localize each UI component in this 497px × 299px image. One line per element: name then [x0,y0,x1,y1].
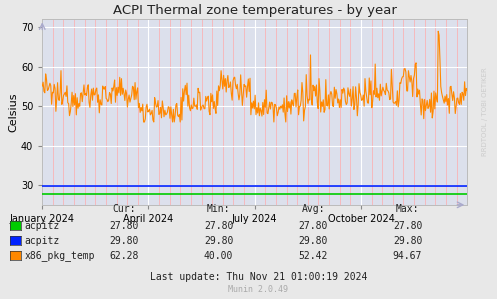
Text: 27.80: 27.80 [298,221,328,231]
Y-axis label: Celsius: Celsius [8,92,18,132]
Text: 27.80: 27.80 [109,221,139,231]
Text: acpitz: acpitz [25,236,60,246]
Text: 29.80: 29.80 [393,236,422,246]
Text: Last update: Thu Nov 21 01:00:19 2024: Last update: Thu Nov 21 01:00:19 2024 [150,271,367,282]
Text: x86_pkg_temp: x86_pkg_temp [25,250,95,261]
Text: 29.80: 29.80 [298,236,328,246]
Text: 40.00: 40.00 [204,251,234,261]
Text: Min:: Min: [207,204,231,214]
Text: 29.80: 29.80 [204,236,234,246]
Title: ACPI Thermal zone temperatures - by year: ACPI Thermal zone temperatures - by year [113,4,397,17]
Text: acpitz: acpitz [25,221,60,231]
Text: 27.80: 27.80 [393,221,422,231]
Text: 27.80: 27.80 [204,221,234,231]
Text: Max:: Max: [396,204,419,214]
Text: Munin 2.0.49: Munin 2.0.49 [229,285,288,294]
Text: Avg:: Avg: [301,204,325,214]
Text: RRDTOOL / TOBI OETIKER: RRDTOOL / TOBI OETIKER [482,68,488,156]
Text: Cur:: Cur: [112,204,136,214]
Text: 62.28: 62.28 [109,251,139,261]
Text: 52.42: 52.42 [298,251,328,261]
Text: 94.67: 94.67 [393,251,422,261]
Text: 29.80: 29.80 [109,236,139,246]
